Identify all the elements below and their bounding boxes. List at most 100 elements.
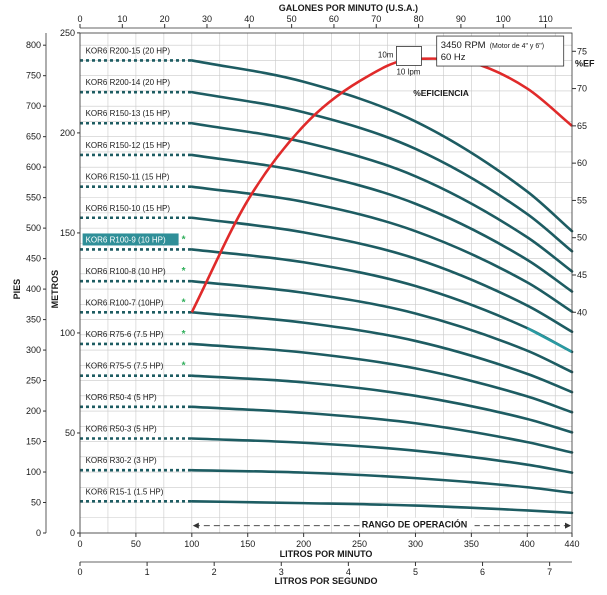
pump-curve-3 <box>190 121 574 273</box>
scale-horizontal: 10 lpm <box>396 67 420 76</box>
pump-curves <box>80 59 574 515</box>
efficiency-curve <box>190 57 573 313</box>
pump-curve-highlight <box>526 326 573 354</box>
tick-label-lpm: 400 <box>520 539 535 549</box>
tick-label-lpm: 0 <box>77 539 82 549</box>
tick-label-gpm: 90 <box>456 14 466 24</box>
tick-label-feet: 50 <box>31 498 41 508</box>
pump-curve-9 <box>190 310 574 394</box>
curve-label: KOR6 R100-7 (10HP) <box>86 298 164 307</box>
tick-label-gpm: 40 <box>244 14 254 24</box>
tick-label-feet: 350 <box>26 315 41 325</box>
pump-curve-11 <box>190 374 574 434</box>
tick-label-eff: 55 <box>577 195 587 205</box>
info-motor: (Motor de 4" y 6") <box>490 43 544 50</box>
tick-label-feet: 250 <box>26 376 41 386</box>
tick-label-meters: 250 <box>60 28 75 38</box>
star-mark: * <box>182 266 186 277</box>
curve-label: KOR6 R15-1 (1.5 HP) <box>86 487 164 496</box>
pump-curve-8 <box>190 279 574 374</box>
pump-curve-14 <box>190 468 574 495</box>
curve-label: KOR6 R50-3 (5 HP) <box>86 424 157 433</box>
tick-label-eff: 70 <box>577 84 587 94</box>
tick-label-lpm: 350 <box>464 539 479 549</box>
plot-frame <box>79 32 573 534</box>
curve-label: KOR6 R50-4 (5 HP) <box>86 393 157 402</box>
operation-range-label: RANGO DE OPERACIÓN <box>362 519 468 530</box>
tick-label-feet: 150 <box>26 437 41 447</box>
tick-label-lpm: 100 <box>184 539 199 549</box>
tick-label-lps: 0 <box>77 567 82 577</box>
efficiency-label: %EFICIENCIA <box>413 88 469 98</box>
curve-label: KOR6 R200-15 (20 HP) <box>86 46 171 55</box>
star-mark: * <box>182 329 186 340</box>
operation-range-label-bg <box>359 517 475 530</box>
pump-curve-13 <box>190 437 574 474</box>
star-mark: * <box>182 234 186 245</box>
curve-label: KOR6 R150-13 (15 HP) <box>86 109 171 118</box>
star-mark: * <box>182 361 186 372</box>
tick-label-gpm: 20 <box>160 14 170 24</box>
efficiency-line <box>190 57 573 313</box>
info-rpm: 3450 RPM <box>441 40 486 51</box>
tick-label-feet: 650 <box>26 132 41 142</box>
x-axis-title-lpm: LITROS POR MINUTO <box>280 549 373 559</box>
tick-label-lpm: 440 <box>564 539 579 549</box>
scale-vertical: 10m <box>378 50 394 59</box>
tick-label-lpm: 300 <box>408 539 423 549</box>
curve-label: KOR6 R100-8 (10 HP) <box>86 267 166 276</box>
tick-label-feet: 800 <box>26 40 41 50</box>
tick-label-gpm: 110 <box>538 14 552 24</box>
pump-curve-2 <box>190 90 574 253</box>
tick-label-feet: 0 <box>36 528 41 538</box>
tick-label-gpm: 100 <box>496 14 511 24</box>
curve-labels: KOR6 R200-15 (20 HP) KOR6 R200-14 (20 HP)… <box>82 46 186 496</box>
tick-label-feet: 450 <box>26 254 41 264</box>
pump-curve-15 <box>190 499 574 515</box>
pump-curve-5 <box>190 185 574 313</box>
tick-label-meters: 0 <box>70 528 75 538</box>
curve-label: KOR6 R30-2 (3 HP) <box>86 456 157 465</box>
tick-label-lps: 1 <box>145 567 150 577</box>
x-axis-title-gpm: GALONES POR MINUTO (U.S.A.) <box>279 3 418 13</box>
tick-label-gpm: 30 <box>202 14 212 24</box>
tick-label-eff: 65 <box>577 121 587 131</box>
tick-label-feet: 500 <box>26 223 41 233</box>
tick-label-gpm: 10 <box>117 14 127 24</box>
tick-label-lps: 3 <box>279 567 284 577</box>
y-axis-title-meters: METROS <box>50 270 60 309</box>
pump-curve-1 <box>190 59 574 233</box>
tick-label-feet: 400 <box>26 284 41 294</box>
pump-curve-10 <box>190 342 574 414</box>
tick-label-eff: 45 <box>577 270 587 280</box>
tick-label-feet: 550 <box>26 193 41 203</box>
pump-curve-4 <box>190 153 574 293</box>
operation-range-arrow-right <box>565 522 571 529</box>
tick-label-gpm: 50 <box>287 14 297 24</box>
curve-label: KOR6 R200-14 (20 HP) <box>86 78 171 87</box>
tick-label-meters: 150 <box>60 228 75 238</box>
tick-label-lps: 5 <box>413 567 418 577</box>
tick-label-feet: 700 <box>26 101 41 111</box>
tick-label-lps: 4 <box>346 567 351 577</box>
tick-label-lps: 2 <box>212 567 217 577</box>
tick-label-eff: 60 <box>577 158 587 168</box>
y-axis-title-feet: PIES <box>12 279 22 300</box>
tick-label-eff: 75 <box>577 46 587 56</box>
tick-label-meters: 50 <box>65 428 75 438</box>
tick-label-feet: 750 <box>26 71 41 81</box>
tick-label-eff: 50 <box>577 233 587 243</box>
tick-label-feet: 200 <box>26 406 41 416</box>
star-mark: * <box>182 297 186 308</box>
grid <box>79 33 572 534</box>
x-axis-title-lps: LITROS POR SEGUNDO <box>274 576 377 586</box>
tick-label-lpm: 50 <box>131 539 141 549</box>
tick-label-lps: 7 <box>547 567 552 577</box>
tick-label-gpm: 80 <box>414 14 424 24</box>
highlight-label-box <box>82 233 179 246</box>
tick-label-feet: 600 <box>26 162 41 172</box>
tick-label-lpm: 150 <box>240 539 255 549</box>
tick-label-gpm: 0 <box>77 14 82 24</box>
tick-label-gpm: 70 <box>371 14 381 24</box>
